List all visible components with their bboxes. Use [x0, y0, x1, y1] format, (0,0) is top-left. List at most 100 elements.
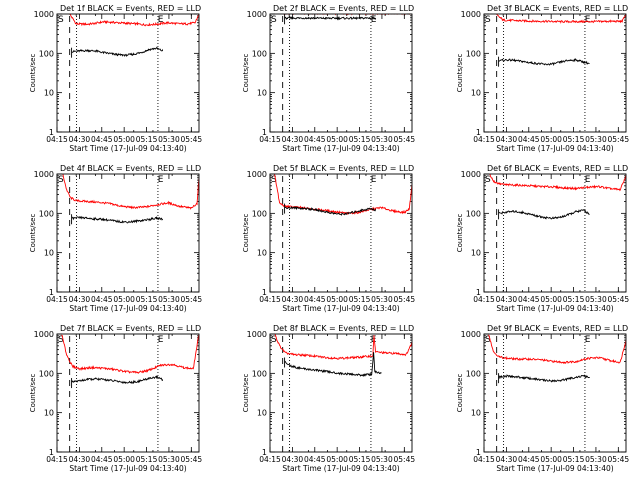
x-tick-label: 05:15 [563, 455, 585, 464]
x-tick-label: 04:15 [259, 295, 281, 304]
x-tick-label: 04:15 [473, 135, 495, 144]
y-tick-label: 10 [257, 249, 267, 258]
detector-panel: Det 5f BLACK = Events, RED = LLD 1 10 100 10… [242, 164, 415, 313]
detector-panel: Det 7f BLACK = Events, RED = LLD 1 10 100 10… [29, 324, 202, 473]
y-tick-label: 1 [262, 288, 267, 297]
start-marker: S [271, 175, 277, 185]
y-tick-label: 100 [466, 209, 481, 218]
y-tick-label: 1 [476, 128, 481, 137]
start-marker: S [58, 175, 64, 185]
y-tick-label: 1000 [247, 170, 267, 179]
x-tick-label: 05:00 [326, 135, 348, 144]
y-axis-label: Counts/sec [29, 374, 37, 413]
detector-panel: Det 9f BLACK = Events, RED = LLD 1 10 100 10… [456, 324, 629, 473]
start-marker: S [485, 175, 491, 185]
plot-frame [269, 13, 413, 133]
lld-series-line [496, 14, 626, 24]
plot-frame [483, 333, 627, 453]
x-tick-label: 04:15 [46, 455, 68, 464]
y-axis-label: Counts/sec [242, 214, 250, 253]
y-tick-label: 10 [44, 409, 54, 418]
start-marker: S [485, 15, 491, 25]
y-tick-label: 10 [257, 409, 267, 418]
x-tick-label: 04:45 [91, 455, 113, 464]
detector-panel: Det 8f BLACK = Events, RED = LLD 1 10 100 10… [242, 324, 415, 473]
y-tick-label: 1 [49, 128, 54, 137]
y-tick-label: 1000 [461, 330, 481, 339]
y-tick-label: 1000 [34, 170, 54, 179]
y-tick-label: 10 [471, 249, 481, 258]
x-tick-label: 05:00 [540, 455, 562, 464]
start-marker: S [271, 335, 277, 345]
x-axis-label: Start Time (17-Jul-09 04:13:40) [496, 144, 613, 153]
x-tick-label: 05:00 [326, 455, 348, 464]
x-tick-label: 05:00 [113, 295, 135, 304]
x-tick-label: 05:15 [136, 295, 158, 304]
x-tick-label: 04:30 [282, 455, 304, 464]
y-axis-label: Counts/sec [242, 374, 250, 413]
lld-series-line [274, 334, 412, 360]
x-tick-label: 04:15 [46, 295, 68, 304]
x-tick-label: 05:15 [563, 295, 585, 304]
start-marker: S [271, 15, 277, 25]
x-axis-label: Start Time (17-Jul-09 04:13:40) [496, 304, 613, 313]
panel-title: Det 6f BLACK = Events, RED = LLD [487, 164, 628, 173]
x-tick-label: 05:45 [181, 295, 203, 304]
panel-title: Det 1f BLACK = Events, RED = LLD [60, 4, 201, 13]
y-tick-label: 10 [44, 249, 54, 258]
x-tick-label: 05:45 [608, 135, 630, 144]
x-tick-label: 04:15 [46, 135, 68, 144]
lld-series-line [69, 14, 199, 27]
x-tick-label: 05:30 [158, 135, 180, 144]
start-marker: S [58, 335, 64, 345]
x-tick-label: 05:30 [585, 295, 607, 304]
x-tick-label: 04:30 [496, 295, 518, 304]
x-tick-label: 05:30 [585, 455, 607, 464]
y-axis-label: Counts/sec [456, 54, 464, 93]
x-tick-label: 05:45 [394, 295, 416, 304]
x-tick-label: 05:30 [371, 455, 393, 464]
plot-frame [483, 173, 627, 293]
y-tick-label: 10 [257, 89, 267, 98]
events-series-line [71, 46, 163, 57]
detector-panel: Det 2f BLACK = Events, RED = LLD 1 10 100 10… [242, 4, 415, 153]
y-tick-label: 100 [39, 49, 54, 58]
x-tick-label: 04:30 [496, 135, 518, 144]
lld-series-line [62, 174, 199, 210]
x-tick-label: 05:45 [394, 135, 416, 144]
y-axis-label: Counts/sec [29, 214, 37, 253]
panel-title: Det 3f BLACK = Events, RED = LLD [487, 4, 628, 13]
y-tick-label: 10 [471, 409, 481, 418]
y-tick-label: 1 [49, 448, 54, 457]
x-tick-label: 04:30 [282, 295, 304, 304]
end-marker: E [371, 15, 377, 25]
x-tick-label: 04:15 [473, 455, 495, 464]
x-axis-label: Start Time (17-Jul-09 04:13:40) [282, 304, 399, 313]
x-tick-label: 05:30 [371, 295, 393, 304]
y-tick-label: 1 [262, 448, 267, 457]
end-marker: E [371, 175, 377, 185]
lld-series-line [488, 334, 626, 365]
end-marker: E [158, 335, 164, 345]
lld-series-line [274, 174, 412, 215]
x-tick-label: 05:15 [349, 135, 371, 144]
y-tick-label: 10 [44, 89, 54, 98]
x-tick-label: 05:30 [585, 135, 607, 144]
y-axis-label: Counts/sec [29, 54, 37, 93]
y-tick-label: 100 [252, 49, 267, 58]
x-tick-label: 05:45 [608, 455, 630, 464]
x-tick-label: 04:30 [69, 295, 91, 304]
detector-panel: Det 6f BLACK = Events, RED = LLD 1 10 100 10… [456, 164, 629, 313]
y-tick-label: 1000 [247, 330, 267, 339]
x-tick-label: 05:15 [136, 455, 158, 464]
x-tick-label: 05:15 [349, 455, 371, 464]
detector-panel: Det 3f BLACK = Events, RED = LLD 1 10 100 10… [456, 4, 629, 153]
panel-title: Det 2f BLACK = Events, RED = LLD [273, 4, 414, 13]
panel-title: Det 5f BLACK = Events, RED = LLD [273, 164, 414, 173]
x-axis-label: Start Time (17-Jul-09 04:13:40) [69, 144, 186, 153]
x-tick-label: 05:45 [608, 295, 630, 304]
x-tick-label: 05:00 [326, 295, 348, 304]
y-tick-label: 1 [476, 448, 481, 457]
end-marker: E [585, 15, 591, 25]
